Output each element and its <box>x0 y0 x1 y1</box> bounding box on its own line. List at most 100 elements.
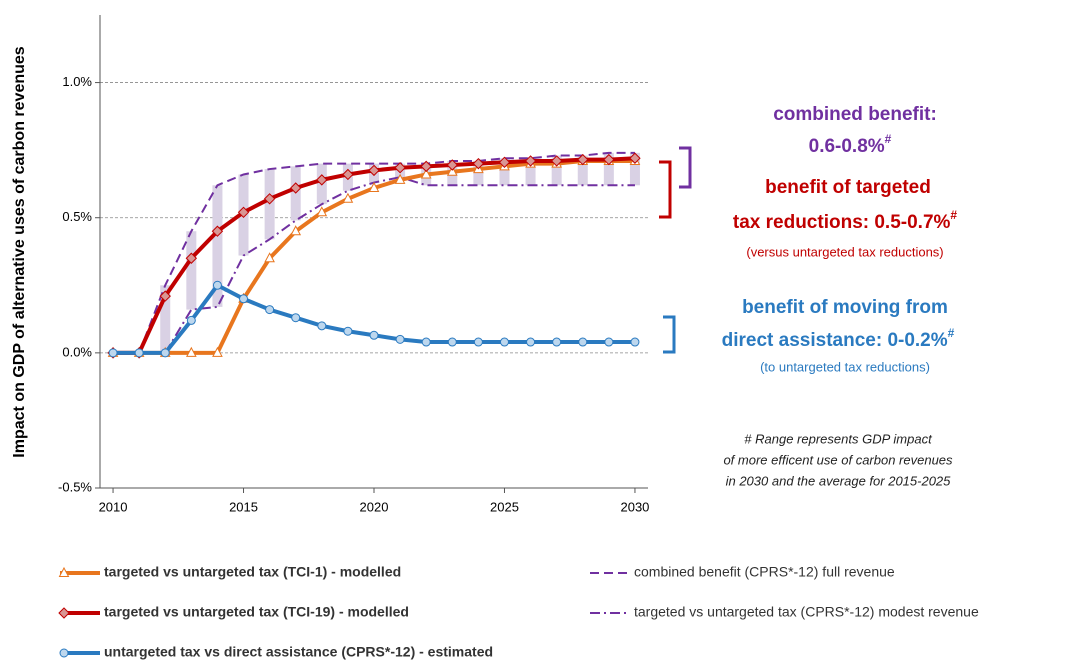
legend-label: targeted vs untargeted tax (CPRS*-12) mo… <box>634 604 979 620</box>
y-tick-label: 1.0% <box>62 74 92 89</box>
range-bar <box>551 155 562 186</box>
point <box>212 280 222 290</box>
point <box>159 290 171 302</box>
legend-label: targeted vs untargeted tax (TCI-19) - mo… <box>104 604 409 620</box>
point <box>265 305 275 315</box>
legend-swatch <box>58 566 70 577</box>
range-bar <box>499 158 510 186</box>
range-bar <box>186 231 197 310</box>
y-tick-label: 0.0% <box>62 344 92 359</box>
point <box>577 153 589 166</box>
x-tick-label: 2030 <box>620 499 649 514</box>
legend-swatch <box>58 607 70 619</box>
annotation: (versus untargeted tax reductions) <box>746 244 943 259</box>
footnote: # Range represents GDP impact <box>744 431 933 446</box>
point <box>160 348 170 358</box>
x-tick-label: 2020 <box>360 499 389 514</box>
point <box>316 206 328 217</box>
bracket <box>663 315 676 354</box>
range-bar <box>212 185 223 307</box>
point <box>550 155 563 167</box>
point <box>185 252 198 264</box>
point <box>420 168 432 179</box>
annotation: tax reductions: 0.5-0.7% <box>733 212 951 233</box>
point <box>343 326 353 336</box>
footnote: of more efficent use of carbon revenues <box>723 452 953 467</box>
annotation: combined benefit: <box>773 104 937 125</box>
annotation: benefit of targeted <box>765 177 931 198</box>
point <box>552 337 562 347</box>
point <box>342 168 354 181</box>
legend-label: untargeted tax vs direct assistance (CPR… <box>104 644 493 660</box>
point <box>186 315 196 325</box>
legend-swatch <box>59 648 69 658</box>
y-tick-label: -0.5% <box>58 479 92 494</box>
point <box>368 164 380 177</box>
annotation: tax reductions: 0.5-0.7%# <box>733 208 958 233</box>
point <box>446 165 458 176</box>
point <box>237 206 250 219</box>
point <box>264 252 275 263</box>
range-bar <box>473 160 484 186</box>
point <box>473 337 483 347</box>
point <box>211 225 224 237</box>
point <box>447 337 457 347</box>
x-tick-label: 2025 <box>490 499 519 514</box>
point <box>342 192 354 203</box>
point <box>395 334 405 344</box>
annotation: direct assistance: 0-0.2%# <box>722 326 955 351</box>
point <box>603 153 615 166</box>
annotation: 0.6-0.8% <box>809 136 885 157</box>
annotation: 0.6-0.8%# <box>809 132 892 157</box>
point <box>578 337 588 347</box>
point <box>472 157 485 170</box>
x-tick-label: 2010 <box>99 499 128 514</box>
point <box>263 193 276 205</box>
point <box>134 348 144 358</box>
point <box>239 294 249 304</box>
y-axis-label: Impact on GDP of alternative uses of car… <box>11 46 28 457</box>
bracket <box>679 146 692 189</box>
annotation: # <box>948 326 955 340</box>
legend-label: targeted vs untargeted tax (TCI-1) - mod… <box>104 564 401 580</box>
range-bar <box>603 152 614 186</box>
y-tick-label: 0.5% <box>62 209 92 224</box>
annotation: # <box>885 132 892 146</box>
annotation: (to untargeted tax reductions) <box>760 359 930 374</box>
point <box>369 330 379 340</box>
point <box>291 313 301 323</box>
point <box>317 321 327 331</box>
point <box>629 152 641 164</box>
point <box>368 181 380 192</box>
annotation: direct assistance: 0-0.2% <box>722 330 948 351</box>
annotation: # <box>950 208 957 222</box>
point <box>290 225 302 236</box>
point <box>108 348 118 358</box>
legend-label: combined benefit (CPRS*-12) full revenue <box>634 564 895 580</box>
range-bar <box>160 285 171 353</box>
range-bar <box>629 152 640 186</box>
range-bar <box>577 155 588 186</box>
point <box>212 346 223 357</box>
point <box>186 346 197 357</box>
bracket <box>659 160 672 219</box>
point <box>290 182 302 194</box>
series-line <box>138 151 635 354</box>
point <box>394 162 406 174</box>
point <box>421 337 431 347</box>
range-bar <box>525 158 536 186</box>
point <box>394 173 406 184</box>
point <box>526 337 536 347</box>
point <box>316 174 328 186</box>
point <box>630 337 640 347</box>
series-line <box>164 176 635 354</box>
point <box>604 337 614 347</box>
point <box>446 159 458 171</box>
point <box>420 160 432 173</box>
point <box>524 155 537 167</box>
point <box>498 156 511 169</box>
point <box>499 337 509 347</box>
footnote: in 2030 and the average for 2015-2025 <box>726 473 952 488</box>
annotation: benefit of moving from <box>742 297 948 318</box>
